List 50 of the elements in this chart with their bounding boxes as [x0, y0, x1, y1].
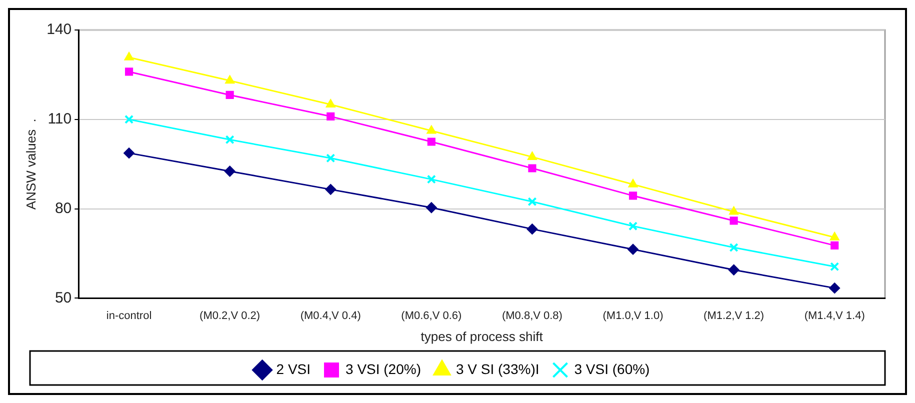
point [426, 125, 436, 134]
x-tick-label: (M1.0,V 1.0) [602, 310, 664, 322]
point [528, 197, 537, 206]
point [830, 232, 840, 240]
point [224, 166, 236, 177]
point [628, 222, 638, 231]
x-tick-label: (M0.2,V 0.2) [200, 310, 260, 322]
legend-label: 2 VSI [276, 360, 311, 377]
x-tick-label: (M0.8,V 0.8) [502, 310, 562, 322]
point [426, 202, 437, 214]
point [124, 148, 135, 159]
point [124, 114, 134, 124]
legend-label: 3 VSI (20%) [346, 360, 421, 377]
point [326, 99, 336, 108]
y-tick-label: 110 [48, 110, 72, 128]
legend-label: 3 VSI (60%) [574, 360, 650, 377]
y-tick-label: 80 [54, 200, 72, 217]
point [426, 174, 436, 184]
point [427, 138, 436, 146]
point [326, 154, 336, 163]
point [728, 264, 740, 276]
point [526, 224, 538, 235]
x-tick-label: (M1.4,V 1.4) [804, 310, 865, 322]
x-tick-label: (M1.2,V 1.2) [704, 310, 764, 322]
y-axis-title: ANSW values . [23, 118, 38, 210]
point [830, 241, 839, 250]
point [830, 262, 840, 272]
y-tick-label: 50 [54, 289, 72, 306]
point [226, 90, 234, 99]
x-tick-label: in-control [106, 310, 152, 322]
point [628, 178, 638, 188]
point [628, 192, 638, 200]
y-tick-label: 140 [46, 21, 72, 38]
point [124, 52, 134, 60]
point [326, 112, 335, 120]
legend-label: 3 V SI (33%)I [456, 360, 540, 377]
x-tick-label: (M0.6,V 0.6) [401, 310, 462, 322]
point [225, 135, 234, 144]
point [628, 244, 639, 255]
point [829, 282, 840, 294]
point [325, 184, 336, 195]
point [728, 206, 739, 215]
point [730, 216, 738, 225]
x-tick-label: (M0.4,V 0.4) [300, 310, 361, 322]
x-axis-title: types of process shift [420, 328, 544, 344]
point [124, 68, 134, 76]
point [528, 164, 536, 172]
point [224, 75, 235, 84]
point [729, 243, 738, 252]
point [527, 151, 538, 160]
